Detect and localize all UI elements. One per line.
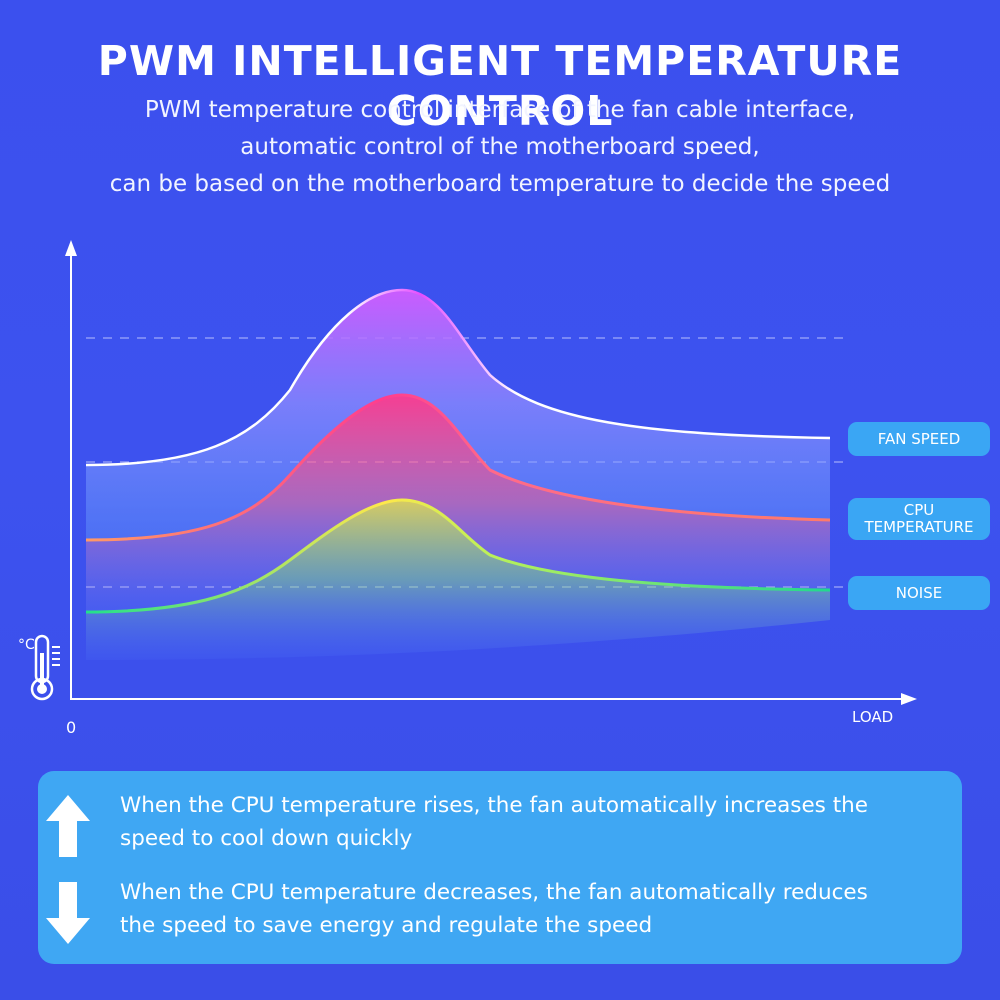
subtitle-line: PWM temperature control interface of the… <box>144 97 856 123</box>
subtitle: PWM temperature control interface of the… <box>0 92 1000 203</box>
curve-chart <box>65 240 917 705</box>
info-text-line: the speed to save energy and regulate th… <box>120 913 653 938</box>
subtitle-line: automatic control of the motherboard spe… <box>240 134 760 160</box>
noise-area <box>86 500 830 660</box>
arrow-up-icon <box>46 795 90 857</box>
info-panel: When the CPU temperature rises, the fan … <box>38 771 962 964</box>
info-text-line: When the CPU temperature rises, the fan … <box>120 793 868 818</box>
legend-cpu-temperature: CPU TEMPERATURE <box>848 498 990 540</box>
legend-label: CPU <box>903 501 935 519</box>
cpu-temperature-area <box>86 395 830 612</box>
y-axis-arrow <box>65 240 77 256</box>
thermometer-icon: °C <box>16 633 66 705</box>
page-title: PWM INTELLIGENT TEMPERATURE CONTROL <box>97 37 903 135</box>
arrow-down-icon <box>46 882 90 944</box>
x-axis-label: LOAD <box>852 708 894 726</box>
legend-noise: NOISE <box>848 576 990 610</box>
info-text-line: When the CPU temperature decreases, the … <box>120 880 868 905</box>
legend-label: TEMPERATURE <box>864 518 974 536</box>
cpu-temperature-curve <box>85 393 831 542</box>
x-axis-arrow <box>901 693 917 705</box>
fan-speed-area <box>86 290 830 540</box>
fan-speed-curve <box>85 288 831 467</box>
info-text: When the CPU temperature decreases, the … <box>120 876 956 942</box>
legend-label: FAN SPEED <box>877 429 961 448</box>
origin-label: 0 <box>66 718 77 737</box>
subtitle-line: can be based on the motherboard temperat… <box>109 171 891 197</box>
info-text: When the CPU temperature rises, the fan … <box>120 789 956 855</box>
noise-curve <box>85 498 831 614</box>
legend-label: NOISE <box>895 583 943 602</box>
info-text-line: speed to cool down quickly <box>120 826 413 851</box>
unit-label: °C <box>18 637 35 653</box>
legend-fan-speed: FAN SPEED <box>848 422 990 456</box>
